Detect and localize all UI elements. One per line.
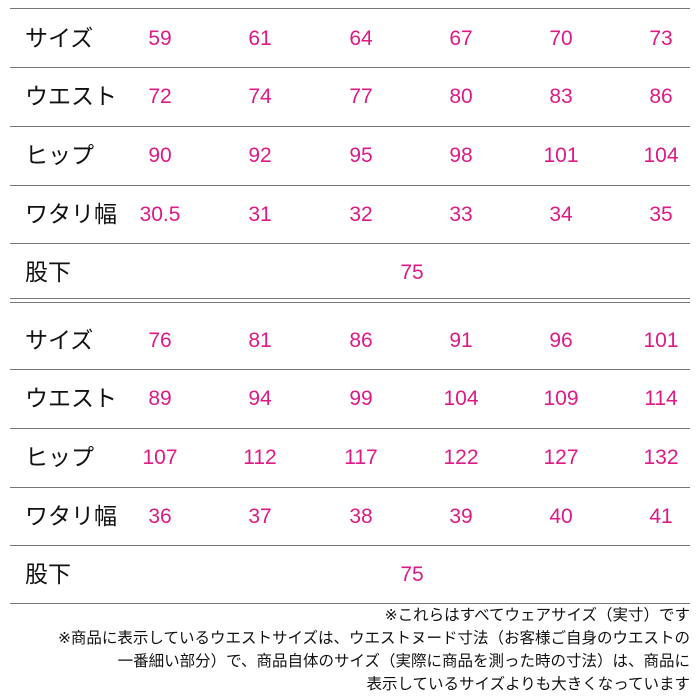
- table-cell: 122: [443, 446, 479, 469]
- table-cell: 94: [248, 387, 272, 410]
- row-label: ウエスト: [25, 386, 117, 412]
- table-cell: 34: [549, 203, 573, 226]
- table-rule: [10, 243, 690, 244]
- table-cell: 30.5: [139, 203, 181, 226]
- row-label: ワタリ幅: [25, 202, 117, 228]
- table-cell: 95: [349, 144, 373, 167]
- table-cell: 37: [248, 505, 272, 528]
- table-rule: [10, 185, 690, 186]
- table-cell: 86: [649, 85, 673, 108]
- table-cell: 104: [443, 387, 479, 410]
- table-cell: 39: [449, 505, 473, 528]
- table-cell: 91: [449, 329, 473, 352]
- row-label: ワタリ幅: [25, 504, 117, 530]
- table-cell: 36: [148, 505, 172, 528]
- table-cell: 96: [549, 329, 573, 352]
- table-rule: [10, 428, 690, 429]
- row-label: サイズ: [25, 26, 94, 52]
- table2-row-inseam: 股下 75: [10, 546, 690, 604]
- table-rule: [10, 487, 690, 488]
- table-cell: 64: [349, 27, 373, 50]
- table-rule: [10, 545, 690, 546]
- table-cell: 83: [549, 85, 573, 108]
- table2-row-hip: ヒップ 107 112 117 122 127 132: [10, 429, 690, 487]
- row-label: ヒップ: [25, 143, 94, 169]
- table-cell: 77: [349, 85, 373, 108]
- table-cell: 31: [248, 203, 272, 226]
- table-cell: 33: [449, 203, 473, 226]
- table-cell: 104: [643, 144, 679, 167]
- table-cell: 89: [148, 387, 172, 410]
- table-cell: 127: [543, 446, 579, 469]
- note-line: ※これらはすべてウェアサイズ（実寸）です: [384, 606, 690, 624]
- table2-row-size: サイズ 76 81 86 91 96 101: [10, 312, 690, 370]
- table-cell: 35: [649, 203, 673, 226]
- row-label: ヒップ: [25, 445, 94, 471]
- note-line: 表示しているサイズよりも大きくなっています: [366, 675, 691, 693]
- table-cell: 76: [148, 329, 172, 352]
- table-cell: 72: [148, 85, 172, 108]
- section-divider: [10, 298, 690, 299]
- table1-row-thigh: ワタリ幅 30.5 31 32 33 34 35: [10, 186, 690, 244]
- row-label: 股下: [25, 562, 71, 588]
- table1-row-waist: ウエスト 72 74 77 80 83 86: [10, 68, 690, 126]
- table-cell: 81: [248, 329, 272, 352]
- table-cell: 99: [349, 387, 373, 410]
- row-label: 股下: [25, 260, 71, 286]
- table2-row-thigh: ワタリ幅 36 37 38 39 40 41: [10, 488, 690, 546]
- table2-row-waist: ウエスト 89 94 99 104 109 114: [10, 370, 690, 428]
- table-cell: 90: [148, 144, 172, 167]
- inseam-value: 75: [400, 261, 424, 284]
- table-rule: [10, 369, 690, 370]
- table-cell: 67: [449, 27, 473, 50]
- table-cell: 92: [248, 144, 272, 167]
- table-cell: 38: [349, 505, 373, 528]
- table-cell: 40: [549, 505, 573, 528]
- table-cell: 132: [643, 446, 679, 469]
- table-cell: 107: [142, 446, 178, 469]
- table-cell: 80: [449, 85, 473, 108]
- table-cell: 32: [349, 203, 373, 226]
- table-cell: 117: [344, 446, 378, 469]
- note-line: ※商品に表示しているウエストサイズは、ウエストヌード寸法（お客様ご自身のウエスト…: [57, 629, 690, 647]
- table-cell: 74: [248, 85, 272, 108]
- table-cell: 101: [643, 329, 679, 352]
- table-rule: [10, 8, 690, 9]
- table-cell: 86: [349, 329, 373, 352]
- table1-row-inseam: 股下 75: [10, 244, 690, 302]
- table-cell: 109: [543, 387, 579, 410]
- table-cell: 73: [649, 27, 673, 50]
- note-line: 一番細い部分）で、商品自体のサイズ（実際に商品を測った時の寸法）は、商品に: [117, 652, 690, 670]
- table-cell: 61: [248, 27, 272, 50]
- inseam-value: 75: [400, 563, 424, 586]
- table-cell: 41: [649, 505, 673, 528]
- table-rule: [10, 126, 690, 127]
- row-label: サイズ: [25, 328, 94, 354]
- table-cell: 70: [549, 27, 573, 50]
- table1-row-size: サイズ 59 61 64 67 70 73: [10, 10, 690, 68]
- table-cell: 114: [644, 387, 678, 410]
- table-cell: 112: [243, 446, 277, 469]
- row-label: ウエスト: [25, 84, 117, 110]
- table1-row-hip: ヒップ 90 92 95 98 101 104: [10, 127, 690, 185]
- table-cell: 101: [543, 144, 579, 167]
- table-rule: [10, 67, 690, 68]
- table-cell: 98: [449, 144, 473, 167]
- section-divider: [10, 302, 690, 303]
- table-cell: 59: [148, 27, 172, 50]
- table-rule: [10, 603, 690, 604]
